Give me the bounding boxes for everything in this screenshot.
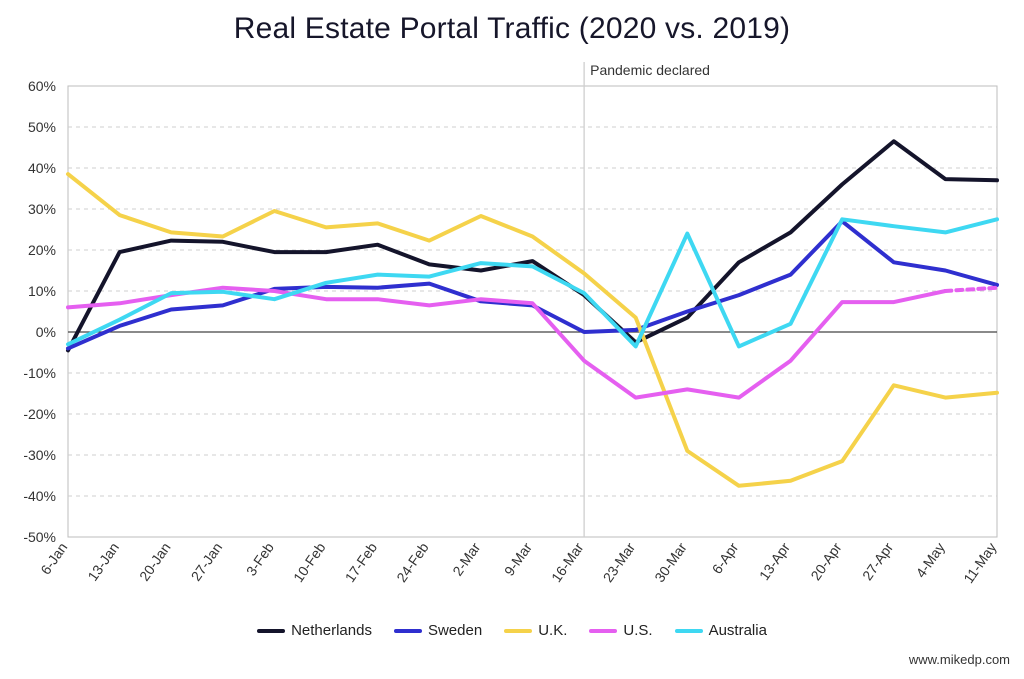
x-tick-label: 3-Feb: [243, 539, 277, 578]
series-dashed-segment-u-s: [943, 285, 999, 293]
y-tick-label: -10%: [23, 365, 56, 381]
x-tick-label: 20-Jan: [136, 540, 174, 584]
legend-swatch: [257, 628, 286, 633]
legend-swatch: [589, 628, 618, 633]
series-line-u-k: [66, 172, 999, 488]
legend-swatch: [504, 628, 533, 633]
chart-title: Real Estate Portal Traffic (2020 vs. 201…: [233, 12, 791, 45]
y-tick-label: 60%: [28, 78, 56, 94]
y-tick-label: -20%: [23, 406, 56, 422]
y-tick-label: -30%: [23, 447, 56, 463]
legend-label: U.K.: [538, 622, 568, 639]
y-tick-label: 20%: [28, 242, 56, 258]
x-tick-label: 11-May: [960, 540, 999, 587]
y-tick-label: -50%: [23, 529, 56, 545]
series-line-netherlands: [66, 139, 999, 353]
series-line-australia: [66, 217, 999, 349]
annotation-label: Pandemic declared: [590, 62, 710, 78]
legend-swatch: [393, 628, 422, 633]
x-tick-label: 20-Apr: [807, 539, 844, 583]
x-tick-label: 13-Apr: [756, 539, 793, 583]
x-tick-label: 4-May: [912, 540, 947, 581]
legend-item: U.K.: [504, 622, 567, 639]
y-tick-label: 30%: [28, 201, 56, 217]
x-tick-label: 13-Jan: [84, 540, 122, 584]
x-tick-label: 27-Jan: [188, 540, 226, 584]
legend-item: Sweden: [393, 622, 483, 639]
y-tick-label: 50%: [28, 119, 56, 135]
legend-label: Sweden: [427, 622, 483, 639]
y-tick-label: 0%: [36, 324, 56, 340]
legend-label: Netherlands: [291, 622, 372, 639]
plot-area: [67, 85, 998, 538]
x-tick-label: 16-Mar: [548, 539, 587, 585]
x-tick-label: 30-Mar: [651, 539, 690, 585]
credit-text: www.mikedp.com: [908, 652, 1010, 667]
x-tick-label: 9-Mar: [501, 539, 535, 578]
x-tick-label: 23-Mar: [600, 539, 639, 585]
x-tick-label: 10-Feb: [290, 539, 329, 585]
x-tick-label: 6-Jan: [37, 540, 70, 578]
x-tick-label: 17-Feb: [342, 539, 381, 585]
y-tick-label: 40%: [28, 160, 56, 176]
legend-swatch: [674, 628, 703, 633]
legend-item: U.S.: [589, 622, 653, 639]
y-tick-label: -40%: [23, 488, 56, 504]
legend-label: Australia: [708, 622, 767, 639]
x-tick-label: 27-Apr: [859, 539, 896, 583]
legend-item: Australia: [674, 622, 767, 639]
legend-item: Netherlands: [257, 622, 372, 639]
series-line-u-s: [66, 285, 948, 400]
y-tick-label: 10%: [28, 283, 56, 299]
chart-legend: Netherlands Sweden U.K. U.S. Australia: [0, 622, 1024, 639]
x-tick-label: 24-Feb: [393, 539, 432, 585]
x-tick-label: 6-Apr: [709, 539, 742, 576]
legend-label: U.S.: [623, 622, 653, 639]
x-tick-label: 2-Mar: [449, 539, 483, 578]
